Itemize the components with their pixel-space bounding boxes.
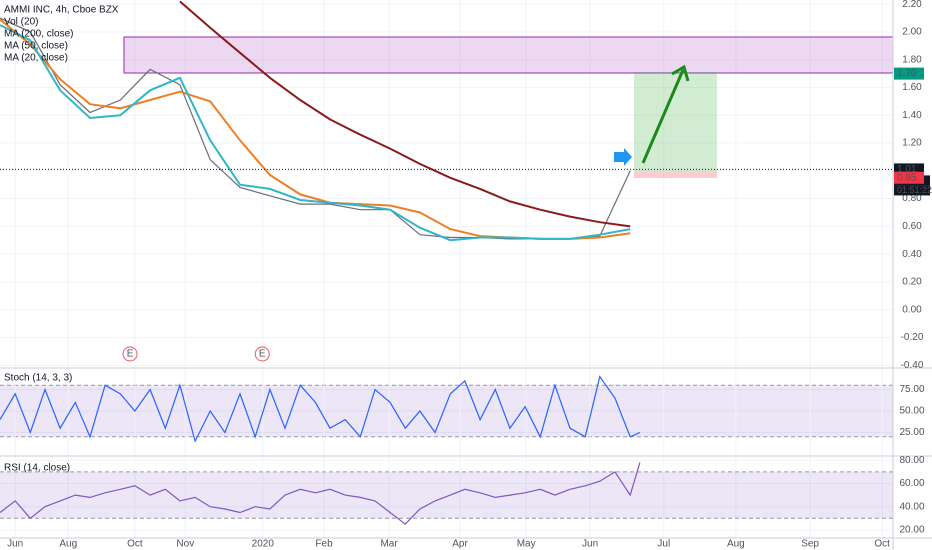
legend-label: MA (20, close) [4,53,68,64]
event-label: E [127,349,134,360]
x-tick-label: Feb [315,539,333,550]
y-tick-label: 1.80 [902,54,922,65]
y-tick-label: -0.20 [901,332,924,343]
panel-title: Stoch (14, 3, 3) [4,373,72,384]
target-arrow [641,69,685,164]
y-tick-label: 0.40 [902,249,922,260]
price-tag-label: 0.95 [897,172,917,183]
x-tick-label: Oct [127,539,143,550]
stop-box [634,172,717,178]
event-marker [122,346,138,362]
price-tag [894,67,924,80]
event-marker [254,346,270,362]
x-tick-label: May [517,539,536,550]
x-tick-label: 2020 [252,539,275,550]
price-line [0,375,641,443]
price-tag-label: 1.70 [897,68,917,79]
y-tick-label: 2.00 [902,27,922,38]
x-tick-label: Mar [380,539,398,550]
panel-title: RSI (14, close) [4,463,70,474]
y-tick-label: 0.00 [902,304,922,315]
x-tick-label: Jun [7,539,23,550]
y-tick-label: 0.20 [902,277,922,288]
y-tick-label: 80.00 [899,455,924,466]
marks [0,0,893,525]
panel-title: AMMI INC, 4h, Cboe BZX [4,5,119,16]
x-tick-label: Apr [452,539,468,550]
ma-line [179,0,631,228]
price-tag-label: 1.01 [897,164,917,175]
legend-label: MA (200, close) [4,29,73,40]
y-tick-label: 20.00 [899,525,924,536]
x-tick-label: Aug [59,539,77,550]
y-tick-label: 0.60 [902,221,922,232]
band-fill [0,385,893,437]
x-tick-label: Jul [657,539,670,550]
x-tick-label: Aug [727,539,745,550]
countdown-label: 01:51:22 [897,185,932,195]
resistance-zone [123,36,894,74]
grid-layer [0,0,893,538]
price-tag [894,171,924,184]
y-tick-label: -0.40 [901,360,924,371]
entry-arrow [614,148,632,166]
y-tick-label: 1.20 [902,138,922,149]
countdown-bg [894,185,930,196]
x-tick-label: Oct [874,539,890,550]
y-tick-label: 50.00 [899,406,924,417]
y-tick-label: 40.00 [899,501,924,512]
y-tick-label: 2.20 [902,0,922,10]
y-tick-label: 75.00 [899,384,924,395]
price-line [0,462,641,525]
y-tick-label: 25.00 [899,427,924,438]
legend-label: MA (50, close) [4,41,68,52]
ma-line [0,24,631,242]
x-tick-label: Jun [582,539,598,550]
legend-label: Vol (20) [4,17,38,28]
band-fill [0,471,893,519]
x-tick-label: Nov [176,539,194,550]
y-tick-label: 1.40 [902,110,922,121]
y-tick-label: 1.60 [902,82,922,93]
y-tick-label: 0.80 [902,193,922,204]
arrow-head [671,64,690,82]
event-label: E [259,349,266,360]
x-tick-label: Sep [801,539,819,550]
y-tick-label: 60.00 [899,478,924,489]
